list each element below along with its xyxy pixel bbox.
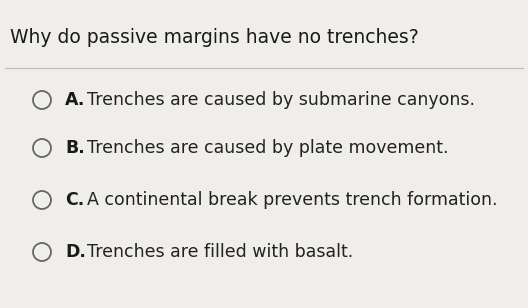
Text: Why do passive margins have no trenches?: Why do passive margins have no trenches? xyxy=(10,28,419,47)
Text: B.: B. xyxy=(65,139,85,157)
Circle shape xyxy=(33,91,51,109)
Circle shape xyxy=(33,243,51,261)
Text: Trenches are caused by submarine canyons.: Trenches are caused by submarine canyons… xyxy=(87,91,475,109)
Text: Trenches are filled with basalt.: Trenches are filled with basalt. xyxy=(87,243,353,261)
Text: D.: D. xyxy=(65,243,86,261)
Text: Trenches are caused by plate movement.: Trenches are caused by plate movement. xyxy=(87,139,448,157)
Text: A continental break prevents trench formation.: A continental break prevents trench form… xyxy=(87,191,497,209)
Circle shape xyxy=(33,139,51,157)
Circle shape xyxy=(33,191,51,209)
Text: C.: C. xyxy=(65,191,84,209)
Text: A.: A. xyxy=(65,91,86,109)
